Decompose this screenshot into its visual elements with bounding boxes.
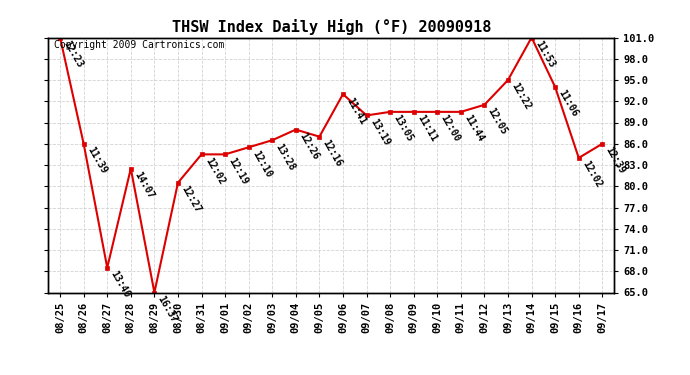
Text: 11:11: 11:11 bbox=[415, 113, 438, 144]
Text: 12:27: 12:27 bbox=[179, 184, 203, 214]
Text: 11:06: 11:06 bbox=[557, 88, 580, 119]
Text: 14:07: 14:07 bbox=[132, 170, 155, 200]
Text: 11:39: 11:39 bbox=[85, 145, 108, 176]
Text: 11:41: 11:41 bbox=[344, 96, 368, 126]
Text: 12:16: 12:16 bbox=[321, 138, 344, 168]
Text: 11:44: 11:44 bbox=[462, 113, 486, 144]
Text: 13:19: 13:19 bbox=[368, 117, 391, 147]
Text: 12:26: 12:26 bbox=[297, 131, 321, 161]
Text: 12:05: 12:05 bbox=[486, 106, 509, 136]
Text: Copyright 2009 Cartronics.com: Copyright 2009 Cartronics.com bbox=[54, 40, 224, 50]
Text: 12:19: 12:19 bbox=[226, 156, 250, 186]
Text: 11:53: 11:53 bbox=[533, 39, 556, 69]
Text: 13:05: 13:05 bbox=[391, 113, 415, 144]
Text: 12:10: 12:10 bbox=[250, 148, 273, 179]
Text: 16:37: 16:37 bbox=[156, 294, 179, 324]
Text: 12:23: 12:23 bbox=[61, 39, 85, 69]
Text: 13:28: 13:28 bbox=[274, 142, 297, 172]
Text: 12:02: 12:02 bbox=[580, 159, 604, 190]
Text: 12:22: 12:22 bbox=[509, 81, 533, 112]
Text: 12:39: 12:39 bbox=[604, 145, 627, 176]
Title: THSW Index Daily High (°F) 20090918: THSW Index Daily High (°F) 20090918 bbox=[172, 19, 491, 35]
Text: 13:40: 13:40 bbox=[108, 269, 132, 300]
Text: 12:00: 12:00 bbox=[439, 113, 462, 144]
Text: 12:02: 12:02 bbox=[203, 156, 226, 186]
